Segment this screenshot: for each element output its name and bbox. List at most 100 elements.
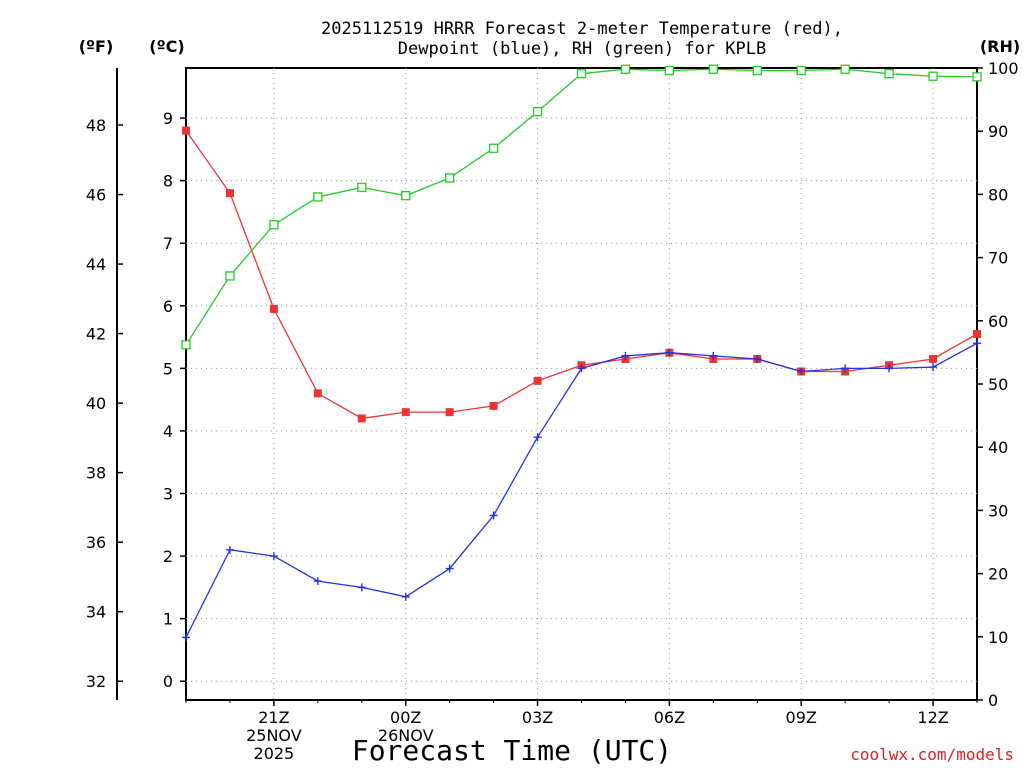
dewpoint-point <box>621 351 630 360</box>
fahrenheit-tick-label: 40 <box>86 394 106 413</box>
dewpoint-point <box>357 583 366 592</box>
x-tick-label: 25NOV <box>246 726 302 745</box>
dewpoint-point <box>225 545 234 554</box>
rh-point <box>532 106 543 117</box>
rh-point <box>225 271 235 281</box>
x-tick-label: 12Z <box>917 708 948 727</box>
rh-point <box>620 64 631 74</box>
dewpoint-point <box>797 367 806 376</box>
celsius-tick-label: 8 <box>163 172 173 191</box>
x-tick-label: 21Z <box>258 708 289 727</box>
temperature-point <box>973 329 981 338</box>
dewpoint-point <box>313 577 322 586</box>
rh-tick-label: 10 <box>988 628 1008 647</box>
x-tick-label: 00Z <box>390 708 421 727</box>
rh-point <box>664 65 675 76</box>
rh-tick-label: 100 <box>988 59 1019 78</box>
celsius-tick-label: 9 <box>163 109 173 128</box>
plot-frame <box>185 67 978 701</box>
rh-point <box>840 64 850 74</box>
rh-point <box>445 173 455 183</box>
fahrenheit-tick-label: 34 <box>86 603 106 622</box>
rh-point <box>752 65 762 76</box>
rh-tick-label: 60 <box>988 312 1008 331</box>
dewpoint-point <box>445 564 454 573</box>
rh-tick-label: 0 <box>988 691 998 710</box>
data-series <box>181 64 982 642</box>
dewpoint-point <box>841 364 850 373</box>
rh-tick-label: 20 <box>988 565 1008 584</box>
grid-lines <box>186 68 977 700</box>
temperature-point <box>445 408 454 417</box>
dewpoint-point <box>885 364 894 373</box>
dewpoint-point <box>533 433 542 442</box>
credit-text: coolwx.com/models <box>850 745 1014 764</box>
fahrenheit-axis-label: (ºF) <box>79 37 114 56</box>
celsius-tick-label: 3 <box>163 485 173 504</box>
fahrenheit-tick-label: 36 <box>86 533 106 552</box>
rh-point <box>576 69 587 79</box>
dewpoint-line <box>185 342 978 638</box>
chart-title-line2: Dewpoint (blue), RH (green) for KPLB <box>398 39 766 59</box>
temperature-point <box>269 304 278 313</box>
dewpoint-point <box>753 354 762 363</box>
x-tick-label: 03Z <box>522 708 553 727</box>
rh-tick-label: 50 <box>988 375 1008 394</box>
rh-line <box>185 68 978 346</box>
celsius-tick-label: 6 <box>163 297 173 316</box>
celsius-axis-label: (ºC) <box>149 37 184 56</box>
rh-point <box>928 71 938 81</box>
dewpoint-point <box>973 339 981 348</box>
rh-point <box>357 182 367 193</box>
temperature-point <box>401 408 410 417</box>
rh-tick-label: 70 <box>988 249 1008 268</box>
fahrenheit-tick-label: 46 <box>86 186 106 205</box>
rh-point <box>181 340 191 350</box>
temperature-point <box>533 376 542 385</box>
fahrenheit-tick-label: 48 <box>86 116 106 135</box>
dewpoint-point <box>665 348 674 357</box>
rh-axis-label: (RH) <box>980 37 1020 56</box>
chart-title-line1: 2025112519 HRRR Forecast 2-meter Tempera… <box>321 19 843 39</box>
fahrenheit-tick-label: 44 <box>86 255 106 274</box>
dewpoint-point <box>269 552 278 561</box>
x-tick-label: 26NOV <box>378 726 434 745</box>
celsius-tick-label: 5 <box>163 359 173 378</box>
rh-tick-label: 90 <box>988 122 1008 141</box>
celsius-tick-label: 4 <box>163 422 173 441</box>
rh-point <box>269 220 279 230</box>
fahrenheit-tick-label: 38 <box>86 464 106 483</box>
rh-point <box>488 143 499 153</box>
rh-point <box>401 191 411 201</box>
rh-point <box>972 72 982 82</box>
temperature-point <box>313 389 322 398</box>
celsius-tick-label: 0 <box>163 672 173 691</box>
temperature-line <box>185 130 978 420</box>
rh-point <box>884 69 894 79</box>
temperature-point <box>489 401 498 410</box>
temperature-point <box>182 126 190 135</box>
dewpoint-point <box>489 511 498 520</box>
dewpoint-point <box>577 364 586 373</box>
rh-point <box>708 64 718 74</box>
fahrenheit-tick-label: 32 <box>86 672 106 691</box>
celsius-tick-label: 1 <box>163 610 173 629</box>
temperature-point <box>929 354 938 363</box>
dewpoint-point <box>709 351 718 360</box>
rh-tick-label: 40 <box>988 438 1008 457</box>
x-tick-label: 2025 <box>254 744 295 763</box>
dewpoint-point <box>929 363 938 372</box>
fahrenheit-tick-label: 42 <box>86 325 106 344</box>
x-tick-label: 06Z <box>654 708 685 727</box>
rh-point <box>313 192 323 202</box>
rh-tick-label: 80 <box>988 185 1008 204</box>
rh-point <box>796 65 806 76</box>
temperature-point <box>225 189 234 198</box>
rh-tick-label: 30 <box>988 501 1008 520</box>
dewpoint-point <box>182 633 190 642</box>
temperature-point <box>357 414 366 423</box>
x-axis-title: Forecast Time (UTC) <box>352 734 672 767</box>
x-tick-label: 09Z <box>786 708 817 727</box>
